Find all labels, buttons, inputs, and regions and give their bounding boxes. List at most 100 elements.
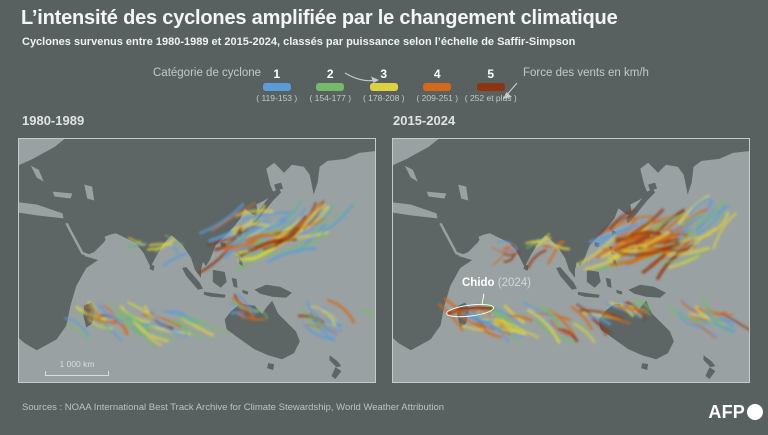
category-wind-range: ( 178-208 ) <box>362 93 405 103</box>
legend-categories: 1 ( 119-153 ) 2 ( 154-177 ) 3 ( 178-208 ) 4 ( 2… <box>250 68 518 103</box>
cyclone-track <box>696 307 734 317</box>
cyclone-track <box>167 309 186 316</box>
chido-track-core <box>451 308 478 314</box>
cyclone-track <box>214 225 243 252</box>
cyclone-track <box>146 246 164 251</box>
map-panel-2015-2024: Chido (2024) <box>392 138 750 383</box>
curved-arrow-icon <box>344 72 379 83</box>
cyclone-track <box>234 208 274 218</box>
cyclone-track <box>141 313 183 329</box>
category-color-swatch <box>262 83 291 91</box>
cyclone-track <box>659 249 710 264</box>
cyclone-track <box>687 196 711 217</box>
category-color-swatch <box>369 83 398 91</box>
cyclone-track <box>237 245 276 262</box>
cyclone-track <box>595 233 641 259</box>
chido-pointer-line <box>481 293 485 305</box>
cyclone-track <box>711 211 730 233</box>
cyclone-track <box>665 246 710 257</box>
cyclone-track <box>572 322 596 344</box>
cyclone-track <box>232 296 257 321</box>
legend-wind-label: Force des vents en km/h <box>523 67 649 79</box>
cyclone-track <box>237 313 266 321</box>
cyclone-track <box>321 203 354 234</box>
category-wind-range: ( 252 et plus ) <box>464 93 517 103</box>
cyclone-track <box>492 307 522 327</box>
map-panel-1980-1989: 1 000 km <box>18 138 376 383</box>
cyclone-track <box>211 201 256 233</box>
red-sea <box>65 222 97 260</box>
landmass <box>393 139 749 380</box>
category-color-swatch <box>476 83 505 91</box>
legend-category-label: Catégorie de cyclone <box>153 67 262 79</box>
cyclone-track <box>241 210 296 222</box>
cyclone-track <box>602 247 636 251</box>
cyclone-track <box>308 314 325 330</box>
cyclone-track <box>267 246 318 264</box>
cyclone-track <box>570 305 594 331</box>
afp-logo: AFP <box>708 401 763 423</box>
cyclone-track <box>460 324 485 332</box>
cyclone-track <box>503 254 516 263</box>
cyclone-track <box>461 310 494 324</box>
cyclone-track <box>273 215 308 235</box>
cyclone-track <box>359 308 375 319</box>
cyclone-track <box>496 240 512 245</box>
cyclone-track <box>491 246 512 255</box>
cyclone-track <box>101 304 117 324</box>
legend-item: 4 ( 209-251 ) <box>411 68 465 103</box>
cyclone-track <box>695 204 727 236</box>
cyclone-track <box>699 296 725 327</box>
cyclone-track <box>547 241 570 251</box>
category-number: 1 <box>273 67 281 81</box>
cyclone-track <box>155 317 189 338</box>
category-number: 4 <box>433 67 441 81</box>
cyclone-track <box>303 323 336 341</box>
persian-gulf <box>478 233 488 240</box>
diagonal-arrow-icon <box>503 82 518 99</box>
legend-item: 2 ( 154-177 ) <box>304 68 358 103</box>
category-wind-range: ( 209-251 ) <box>416 93 459 103</box>
cyclone-track <box>236 293 257 315</box>
legend-item: 1 ( 119-153 ) <box>250 68 304 103</box>
page-title: L’intensité des cyclones amplifiée par l… <box>21 7 618 29</box>
cyclone-track <box>231 223 271 232</box>
afp-logo-text: AFP <box>708 401 745 422</box>
cyclone-track <box>694 199 726 227</box>
scale-bar: 1 000 km <box>45 359 109 377</box>
cyclone-track <box>614 208 665 244</box>
cyclone-track <box>171 319 189 337</box>
cyclone-track <box>632 300 652 311</box>
cyclone-track <box>601 310 631 325</box>
category-number: 2 <box>326 67 334 81</box>
page-subtitle: Cyclones survenus entre 1980-1989 et 201… <box>22 36 576 48</box>
cyclone-track <box>107 301 133 326</box>
cyclone-track <box>167 244 179 255</box>
cyclone-track <box>539 305 561 328</box>
landmass <box>19 139 375 380</box>
chido-annotation-year: (2024) <box>494 277 532 289</box>
cyclone-track <box>526 249 547 269</box>
inland-seas <box>393 165 469 219</box>
cyclone-track <box>550 319 572 337</box>
legend-item: 3 ( 178-208 ) <box>357 68 411 103</box>
cyclone-track <box>576 234 617 266</box>
chido-annotation: Chido (2024) <box>462 277 531 289</box>
inland-seas <box>19 165 95 219</box>
cyclone-track <box>297 201 322 228</box>
category-color-swatch <box>316 83 345 91</box>
cyclone-track <box>148 242 173 247</box>
cyclone-track <box>617 305 648 314</box>
cyclone-track <box>189 315 228 335</box>
cyclone-track <box>617 245 672 257</box>
scale-bar-label: 1 000 km <box>59 359 95 369</box>
cyclone-track <box>588 314 612 326</box>
category-color-swatch <box>423 83 452 91</box>
cyclone-track <box>666 304 703 324</box>
cyclone-track <box>712 212 737 250</box>
cyclone-track <box>131 318 169 343</box>
world-map-svg <box>19 139 375 382</box>
cyclone-track <box>636 249 668 261</box>
cyclone-track <box>527 308 561 344</box>
